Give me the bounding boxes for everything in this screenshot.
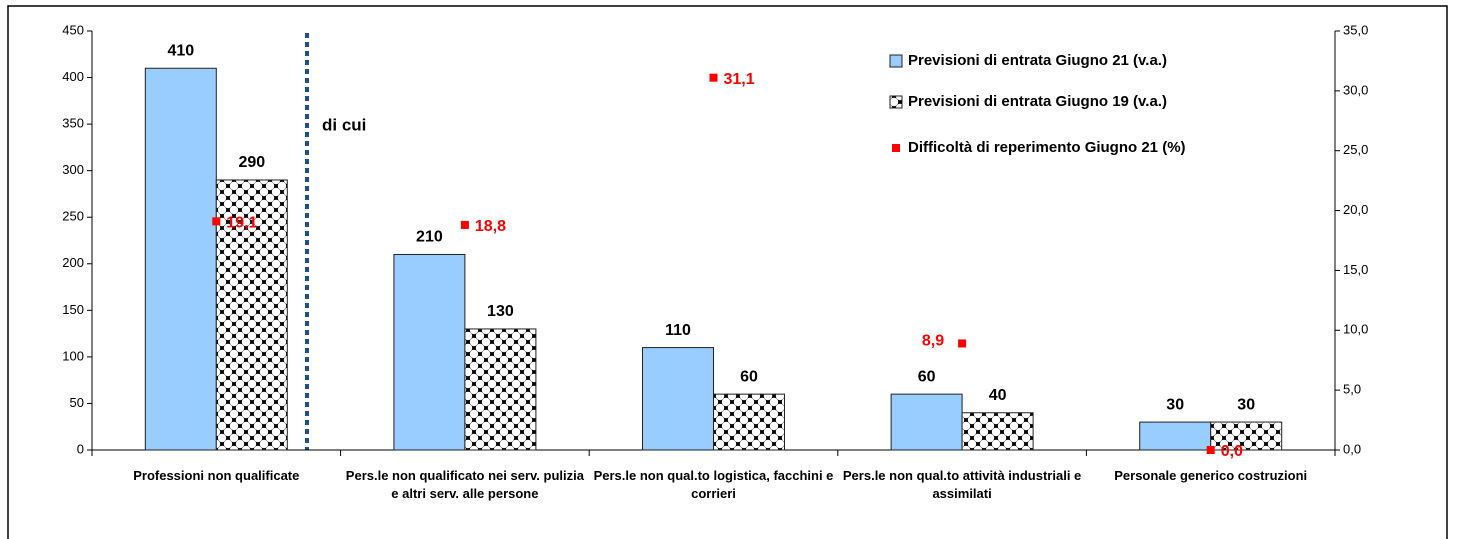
marker xyxy=(460,220,469,229)
marker xyxy=(1206,446,1215,454)
x-tick-label: Personale generico costruzioni xyxy=(1114,468,1308,483)
legend-label: Previsioni di entrata Giugno 21 (v.a.) xyxy=(908,52,1167,69)
data-label: 130 xyxy=(487,303,514,320)
y2-tick-label: 10,0 xyxy=(1343,322,1368,337)
bar xyxy=(393,253,466,451)
y2-tick-label: 20,0 xyxy=(1343,202,1368,217)
y-tick-label: 450 xyxy=(62,22,84,37)
marker xyxy=(709,73,718,82)
marker xyxy=(212,217,221,226)
data-label: 60 xyxy=(918,368,936,385)
marker xyxy=(958,339,967,348)
annotation: di cui xyxy=(322,115,366,134)
y-tick-label: 0 xyxy=(77,441,84,456)
legend-swatch xyxy=(889,95,903,109)
y2-tick-label: 35,0 xyxy=(1343,22,1368,37)
data-label: 18,8 xyxy=(475,218,506,235)
legend-swatch xyxy=(889,54,903,68)
y-tick-label: 200 xyxy=(62,255,84,270)
data-label: 110 xyxy=(665,322,691,339)
y-tick-label: 250 xyxy=(62,209,84,224)
x-tick-label: Professioni non qualificate xyxy=(133,468,300,483)
data-label: 19,1 xyxy=(226,215,257,232)
y-tick-label: 100 xyxy=(62,348,84,363)
bar xyxy=(464,328,537,451)
bar xyxy=(642,347,714,451)
x-tick-label: Pers.le non qualificato nei serv. pulizi… xyxy=(345,468,584,501)
data-label: 290 xyxy=(238,154,265,171)
y-tick-label: 350 xyxy=(62,116,84,131)
y2-tick-label: 15,0 xyxy=(1343,262,1368,277)
data-label: 60 xyxy=(740,368,758,385)
legend-label: Difficoltà di reperimento Giugno 21 (%) xyxy=(908,139,1186,156)
data-label: 40 xyxy=(989,387,1007,404)
bar xyxy=(713,393,785,451)
y-tick-label: 400 xyxy=(62,69,84,84)
x-tick-label: Pers.le non qual.to attività industriali… xyxy=(842,468,1082,501)
bar xyxy=(1139,421,1212,451)
bar xyxy=(215,179,288,451)
bar xyxy=(1210,421,1283,451)
legend-swatch xyxy=(892,144,900,152)
y2-tick-label: 0,0 xyxy=(1343,441,1361,456)
data-label: 410 xyxy=(167,42,194,59)
y2-tick-label: 5,0 xyxy=(1343,382,1361,397)
data-label: 0,0 xyxy=(1221,443,1243,460)
y2-tick-label: 30,0 xyxy=(1343,82,1368,97)
data-label: 8,9 xyxy=(922,333,944,350)
y-tick-label: 50 xyxy=(70,395,84,410)
bar xyxy=(144,67,217,451)
data-label: 30 xyxy=(1166,396,1184,413)
y-tick-label: 150 xyxy=(62,302,84,317)
data-label: 210 xyxy=(416,229,443,246)
bar xyxy=(961,412,1034,451)
legend-label: Previsioni di entrata Giugno 19 (v.a.) xyxy=(908,93,1167,110)
y-tick-label: 300 xyxy=(62,162,84,177)
bar xyxy=(890,393,963,451)
data-label: 30 xyxy=(1237,396,1255,413)
x-tick-label: Pers.le non qual.to logistica, facchini … xyxy=(593,468,834,501)
data-label: 31,1 xyxy=(724,71,755,88)
frame xyxy=(7,5,1448,539)
y2-tick-label: 25,0 xyxy=(1343,142,1368,157)
